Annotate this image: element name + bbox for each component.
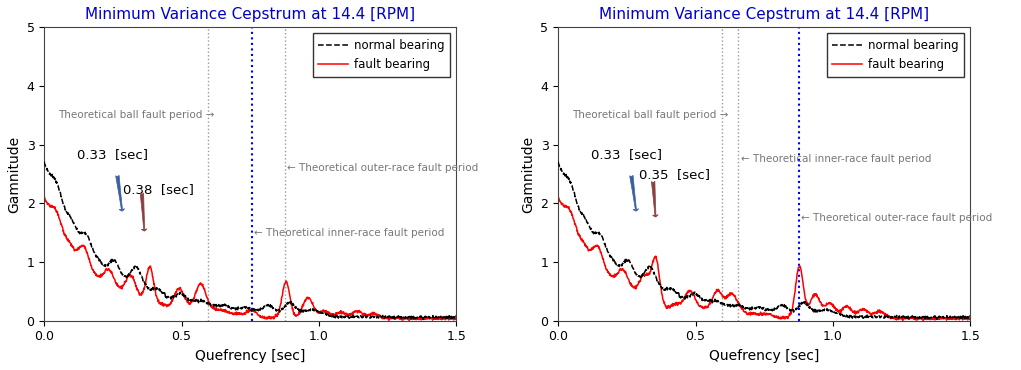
fault bearing: [964, 317, 976, 321]
normal bearing: [254, 307, 266, 312]
Text: 0.38  [sec]: 0.38 [sec]: [123, 183, 193, 196]
Line: normal bearing: normal bearing: [558, 161, 970, 319]
normal bearing: [263, 303, 276, 308]
Text: ← Theoretical inner-race fault period: ← Theoretical inner-race fault period: [741, 154, 931, 164]
fault bearing: [216, 308, 229, 312]
normal bearing: [216, 304, 229, 308]
normal bearing: [777, 303, 789, 308]
Text: 0.33  [sec]: 0.33 [sec]: [591, 148, 663, 161]
fault bearing: [917, 318, 929, 323]
Legend: normal bearing, fault bearing: normal bearing, fault bearing: [827, 33, 965, 77]
normal bearing: [622, 259, 634, 263]
fault bearing: [731, 298, 743, 302]
fault bearing: [177, 292, 189, 296]
normal bearing: [107, 259, 119, 263]
Text: ← Theoretical outer-race fault period: ← Theoretical outer-race fault period: [801, 213, 992, 223]
normal bearing: [691, 292, 703, 297]
Line: fault bearing: fault bearing: [558, 196, 970, 320]
Text: 0.33  [sec]: 0.33 [sec]: [78, 148, 148, 161]
fault bearing: [450, 317, 463, 321]
X-axis label: Quefrency [sec]: Quefrency [sec]: [709, 349, 820, 363]
fault bearing: [93, 273, 105, 278]
normal bearing: [964, 315, 976, 319]
normal bearing: [606, 257, 619, 261]
normal bearing: [38, 159, 50, 164]
fault bearing: [107, 276, 119, 280]
X-axis label: Quefrency [sec]: Quefrency [sec]: [195, 349, 305, 363]
Legend: normal bearing, fault bearing: normal bearing, fault bearing: [312, 33, 450, 77]
Text: Theoretical ball fault period →: Theoretical ball fault period →: [58, 110, 214, 120]
fault bearing: [622, 276, 634, 280]
fault bearing: [777, 315, 789, 320]
Title: Minimum Variance Cepstrum at 14.4 [RPM]: Minimum Variance Cepstrum at 14.4 [RPM]: [599, 7, 929, 22]
normal bearing: [177, 292, 189, 297]
Text: Theoretical ball fault period →: Theoretical ball fault period →: [572, 110, 728, 120]
fault bearing: [552, 194, 565, 198]
fault bearing: [606, 273, 619, 278]
Line: normal bearing: normal bearing: [44, 161, 456, 319]
normal bearing: [931, 317, 943, 322]
Y-axis label: Gamnitude: Gamnitude: [7, 135, 21, 213]
normal bearing: [93, 257, 105, 261]
fault bearing: [38, 194, 50, 198]
fault bearing: [403, 318, 416, 323]
Y-axis label: Gamnitude: Gamnitude: [521, 135, 535, 213]
fault bearing: [263, 315, 276, 320]
Text: ← Theoretical outer-race fault period: ← Theoretical outer-race fault period: [287, 163, 479, 173]
Text: 0.35  [sec]: 0.35 [sec]: [639, 168, 711, 181]
normal bearing: [418, 317, 430, 322]
normal bearing: [769, 307, 781, 312]
normal bearing: [552, 159, 565, 164]
Text: ← Theoretical inner-race fault period: ← Theoretical inner-race fault period: [254, 228, 445, 238]
Line: fault bearing: fault bearing: [44, 196, 456, 320]
normal bearing: [731, 304, 743, 308]
fault bearing: [254, 315, 266, 319]
fault bearing: [691, 300, 703, 305]
normal bearing: [450, 315, 463, 319]
fault bearing: [769, 314, 781, 319]
Title: Minimum Variance Cepstrum at 14.4 [RPM]: Minimum Variance Cepstrum at 14.4 [RPM]: [85, 7, 416, 22]
